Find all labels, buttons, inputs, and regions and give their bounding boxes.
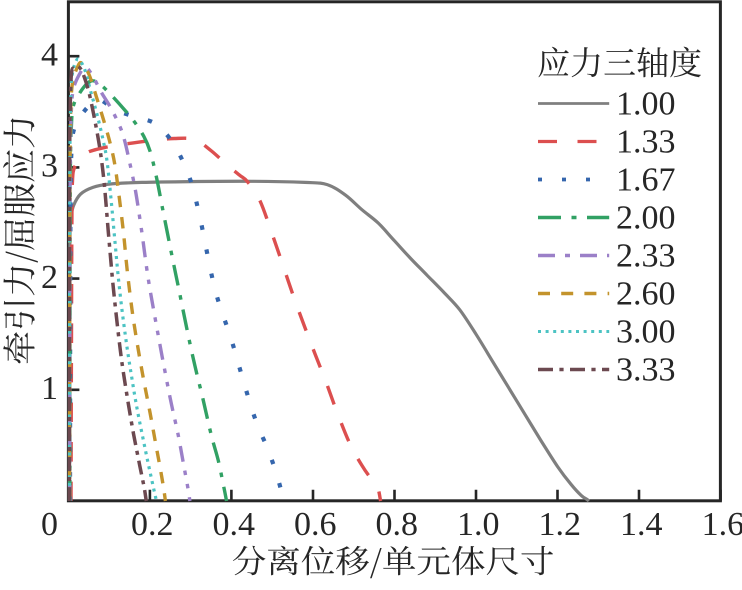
svg-text:0.8: 0.8: [376, 506, 419, 543]
svg-text:1.4: 1.4: [620, 506, 663, 543]
svg-text:1.0: 1.0: [457, 506, 500, 543]
svg-text:1.00: 1.00: [616, 86, 676, 123]
svg-text:2.60: 2.60: [616, 276, 676, 313]
svg-text:0: 0: [41, 506, 58, 543]
svg-text:4: 4: [41, 36, 58, 73]
svg-text:1.6: 1.6: [702, 506, 742, 543]
svg-text:2: 2: [41, 259, 58, 296]
svg-text:1.33: 1.33: [616, 124, 676, 161]
svg-text:1.2: 1.2: [539, 506, 582, 543]
svg-text:3.00: 3.00: [616, 314, 676, 351]
svg-text:0.4: 0.4: [212, 506, 255, 543]
svg-text:1.67: 1.67: [616, 162, 676, 199]
svg-text:2.00: 2.00: [616, 200, 676, 237]
svg-text:3: 3: [41, 148, 58, 185]
svg-text:3.33: 3.33: [616, 352, 676, 389]
svg-text:2.33: 2.33: [616, 238, 676, 275]
svg-text:1: 1: [41, 370, 58, 407]
svg-text:0.2: 0.2: [131, 506, 174, 543]
svg-text:0.6: 0.6: [294, 506, 337, 543]
